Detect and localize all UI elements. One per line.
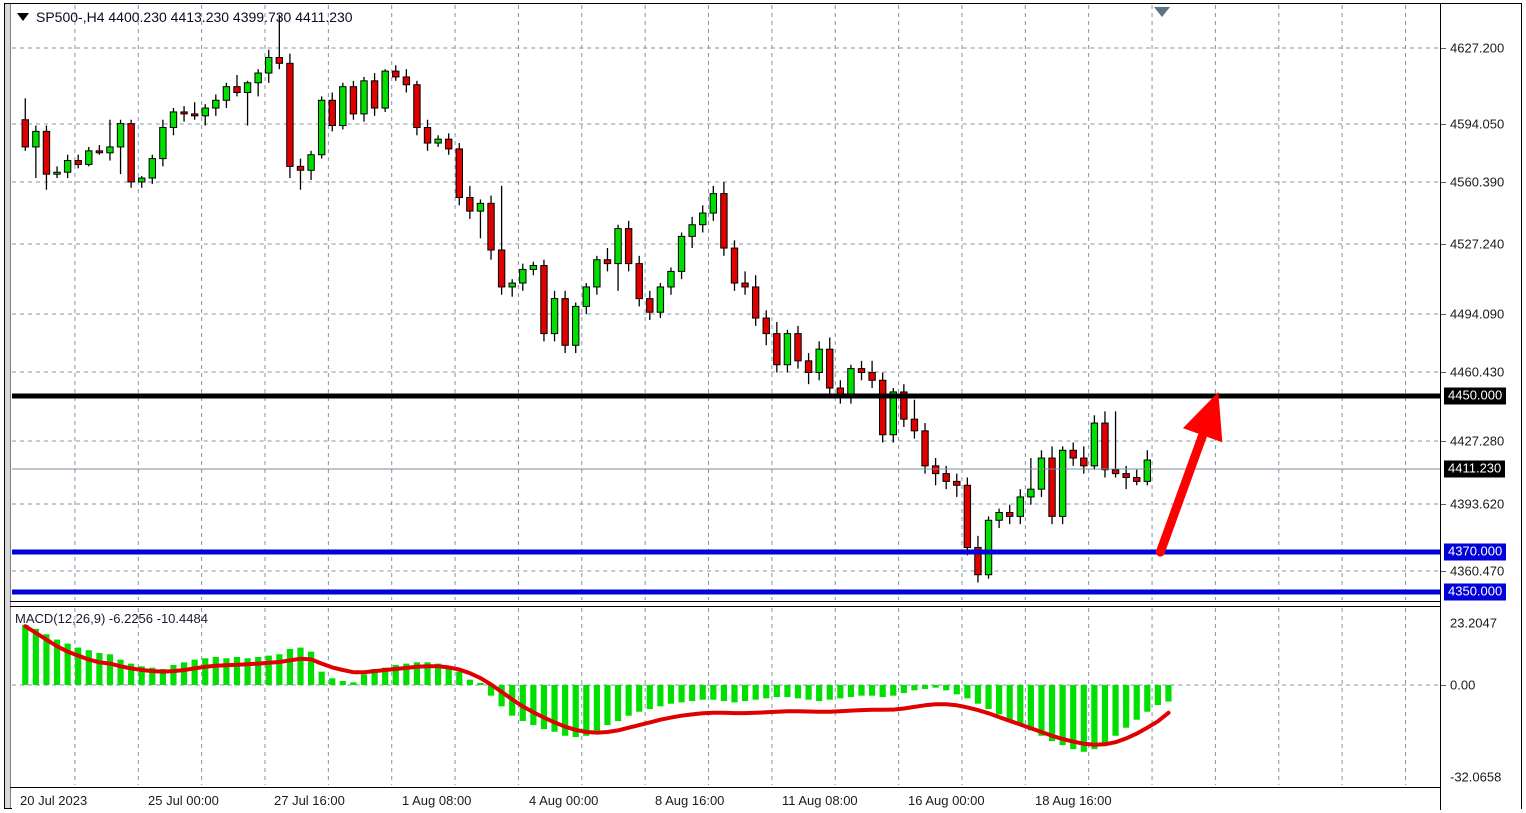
left-scroll-gutter[interactable] (5, 4, 11, 808)
price-axis-badge-4450-000[interactable]: 4450.000 (1444, 387, 1507, 405)
time-axis[interactable]: 20 Jul 2023 25 Jul 00:00 27 Jul 16:00 1 Aug… (12, 790, 1440, 813)
price-axis-tick (1441, 182, 1446, 183)
time-axis-label: 8 Aug 16:00 (655, 793, 725, 808)
macd-series (12, 608, 1440, 785)
price-axis-badge-4370-000[interactable]: 4370.000 (1444, 543, 1507, 561)
candlestick-series (12, 5, 1440, 600)
pane-separator-top (10, 601, 1521, 602)
symbol-ohlc-text: SP500-,H4 4400.230 4413.230 4399.730 441… (36, 9, 353, 25)
time-axis-label: 20 Jul 2023 (20, 793, 88, 808)
macd-label: MACD(12,26,9) -6.2256 -10.4484 (15, 611, 208, 626)
macd-axis-label: -32.0658 (1450, 769, 1502, 785)
macd-signal-line (23, 624, 1171, 747)
macd-histogram (22, 624, 1172, 752)
triangle-down-marker-icon (1154, 7, 1170, 17)
time-axis-label: 16 Aug 00:00 (908, 793, 985, 808)
price-axis-badge-4350-000[interactable]: 4350.000 (1444, 583, 1507, 601)
time-axis-label: 18 Aug 16:00 (1035, 793, 1112, 808)
macd-indicator-pane[interactable]: MACD(12,26,9) -6.2256 -10.4484 (12, 608, 1440, 785)
price-axis-label: 4594.050 (1450, 116, 1505, 132)
macd-axis-tick (1441, 685, 1446, 686)
price-chart-pane[interactable] (12, 5, 1440, 600)
price-axis-tick (1441, 244, 1446, 245)
time-axis-label: 1 Aug 08:00 (402, 793, 472, 808)
time-axis-label: 27 Jul 16:00 (274, 793, 345, 808)
price-axis-tick (1441, 504, 1446, 505)
macd-axis-label: 23.2047 (1450, 615, 1497, 631)
price-axis-label: 4360.470 (1450, 563, 1505, 579)
price-axis-tick (1441, 571, 1446, 572)
pane-separator-bottom (10, 606, 1521, 607)
price-axis-tick (1441, 314, 1446, 315)
macd-axis-label: 0.00 (1450, 677, 1476, 693)
triangle-down-icon[interactable] (17, 13, 29, 21)
chart-frame: MACD(12,26,9) -6.2256 -10.4484 SP500-,H4… (4, 3, 1522, 813)
price-axis-label: 4560.390 (1450, 174, 1505, 190)
time-axis-label: 11 Aug 08:00 (782, 793, 858, 808)
price-axis-tick (1441, 48, 1446, 49)
price-axis-label: 4393.620 (1450, 496, 1505, 512)
price-axis-badge-4411-230[interactable]: 4411.230 (1444, 460, 1506, 478)
price-axis-label: 4527.240 (1450, 236, 1505, 252)
price-axis-tick (1441, 372, 1446, 373)
price-axis-label: 4494.090 (1450, 306, 1505, 322)
price-axis-label: 4460.430 (1450, 364, 1505, 380)
price-axis-label: 4427.280 (1450, 433, 1505, 449)
price-axis-label: 4627.200 (1450, 40, 1505, 56)
pane-separator-time (10, 787, 1521, 788)
time-axis-label: 4 Aug 00:00 (529, 793, 599, 808)
price-axis[interactable]: 4627.200 4594.050 4560.390 4527.240 4494.090… (1440, 4, 1521, 810)
price-axis-tick (1441, 124, 1446, 125)
chart-header: SP500-,H4 4400.230 4413.230 4399.730 441… (17, 9, 353, 25)
candle-group (21, 14, 1152, 583)
price-axis-tick (1441, 441, 1446, 442)
time-axis-label: 25 Jul 00:00 (148, 793, 219, 808)
